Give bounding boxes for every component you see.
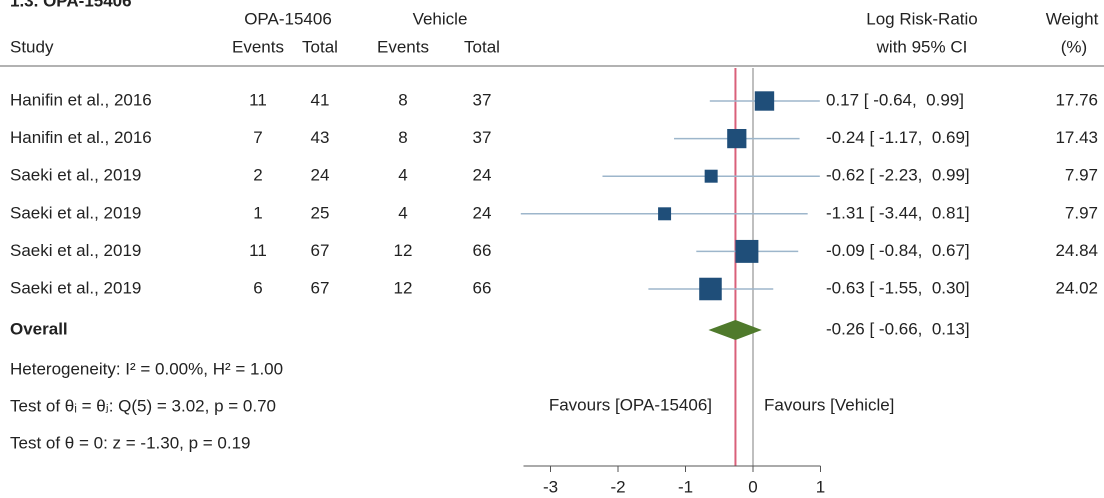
treatment-total: 24 <box>311 166 330 185</box>
treatment-total: 25 <box>311 203 330 222</box>
control-events: 12 <box>394 278 413 297</box>
column-header: Total <box>464 37 500 56</box>
control-total: 24 <box>473 203 492 222</box>
group-header: Vehicle <box>413 9 468 28</box>
weight-label: 7.97 <box>1065 203 1098 222</box>
weight-label: 17.43 <box>1055 128 1098 147</box>
favours-label: Favours [Vehicle] <box>764 395 894 414</box>
estimate-square <box>699 277 722 301</box>
treatment-events: 1 <box>253 203 262 222</box>
estimate-square <box>754 91 775 111</box>
x-tick-label: 1 <box>816 477 825 496</box>
column-header: Events <box>232 37 284 56</box>
treatment-events: 2 <box>253 166 262 185</box>
weight-header: Weight <box>1046 9 1099 28</box>
ci-label: -0.24 [ -1.17, 0.69] <box>826 128 970 147</box>
study-label: Hanifin et al., 2016 <box>10 90 152 109</box>
study-label: Saeki et al., 2019 <box>10 278 141 297</box>
study-label: Saeki et al., 2019 <box>10 203 141 222</box>
column-header: Study <box>10 37 54 56</box>
treatment-total: 43 <box>311 128 330 147</box>
weight-label: 24.02 <box>1055 278 1098 297</box>
treatment-events: 7 <box>253 128 262 147</box>
overall-diamond <box>708 320 762 340</box>
weight-label: 17.76 <box>1055 90 1098 109</box>
study-label: Saeki et al., 2019 <box>10 166 141 185</box>
control-events: 8 <box>398 90 407 109</box>
control-events: 4 <box>398 203 407 222</box>
treatment-total: 67 <box>311 278 330 297</box>
control-events: 8 <box>398 128 407 147</box>
overall-label: Overall <box>10 319 68 338</box>
ci-label: -1.31 [ -3.44, 0.81] <box>826 203 970 222</box>
overall-ci-label: -0.26 [ -0.66, 0.13] <box>826 319 970 338</box>
study-label: Hanifin et al., 2016 <box>10 128 152 147</box>
control-total: 24 <box>473 166 492 185</box>
estimate-square <box>658 207 672 221</box>
treatment-events: 11 <box>249 90 267 109</box>
column-header: Events <box>377 37 429 56</box>
control-events: 4 <box>398 166 407 185</box>
treatment-total: 41 <box>311 90 330 109</box>
favours-label: Favours [OPA-15406] <box>549 395 712 414</box>
ci-label: -0.09 [ -0.84, 0.67] <box>826 241 970 260</box>
note: Test of θᵢ = θⱼ: Q(5) = 3.02, p = 0.70 <box>10 396 276 415</box>
weight-label: 24.84 <box>1055 241 1098 260</box>
group-header: OPA-15406 <box>244 9 332 28</box>
weight-header: (%) <box>1061 37 1087 56</box>
effect-header: with 95% CI <box>876 37 968 56</box>
control-total: 37 <box>473 128 492 147</box>
x-tick-label: -1 <box>678 477 693 496</box>
control-total: 37 <box>473 90 492 109</box>
x-tick-label: -3 <box>543 477 558 496</box>
x-tick-label: -2 <box>610 477 625 496</box>
estimate-square <box>735 239 759 263</box>
note: Test of θ = 0: z = -1.30, p = 0.19 <box>10 433 251 452</box>
ci-label: 0.17 [ -0.64, 0.99] <box>826 90 964 109</box>
estimate-square <box>704 169 718 183</box>
treatment-events: 11 <box>249 241 267 260</box>
control-total: 66 <box>473 278 492 297</box>
x-tick-label: 0 <box>748 477 757 496</box>
chart-title: 1.3. OPA-15406 <box>10 0 132 10</box>
control-events: 12 <box>394 241 413 260</box>
note: Heterogeneity: I² = 0.00%, H² = 1.00 <box>10 359 283 378</box>
ci-label: -0.63 [ -1.55, 0.30] <box>826 278 970 297</box>
weight-label: 7.97 <box>1065 166 1098 185</box>
treatment-events: 6 <box>253 278 262 297</box>
control-total: 66 <box>473 241 492 260</box>
column-header: Total <box>302 37 338 56</box>
treatment-total: 67 <box>311 241 330 260</box>
estimate-square <box>727 128 747 149</box>
ci-label: -0.62 [ -2.23, 0.99] <box>826 166 970 185</box>
study-label: Saeki et al., 2019 <box>10 241 141 260</box>
effect-header: Log Risk-Ratio <box>866 9 978 28</box>
